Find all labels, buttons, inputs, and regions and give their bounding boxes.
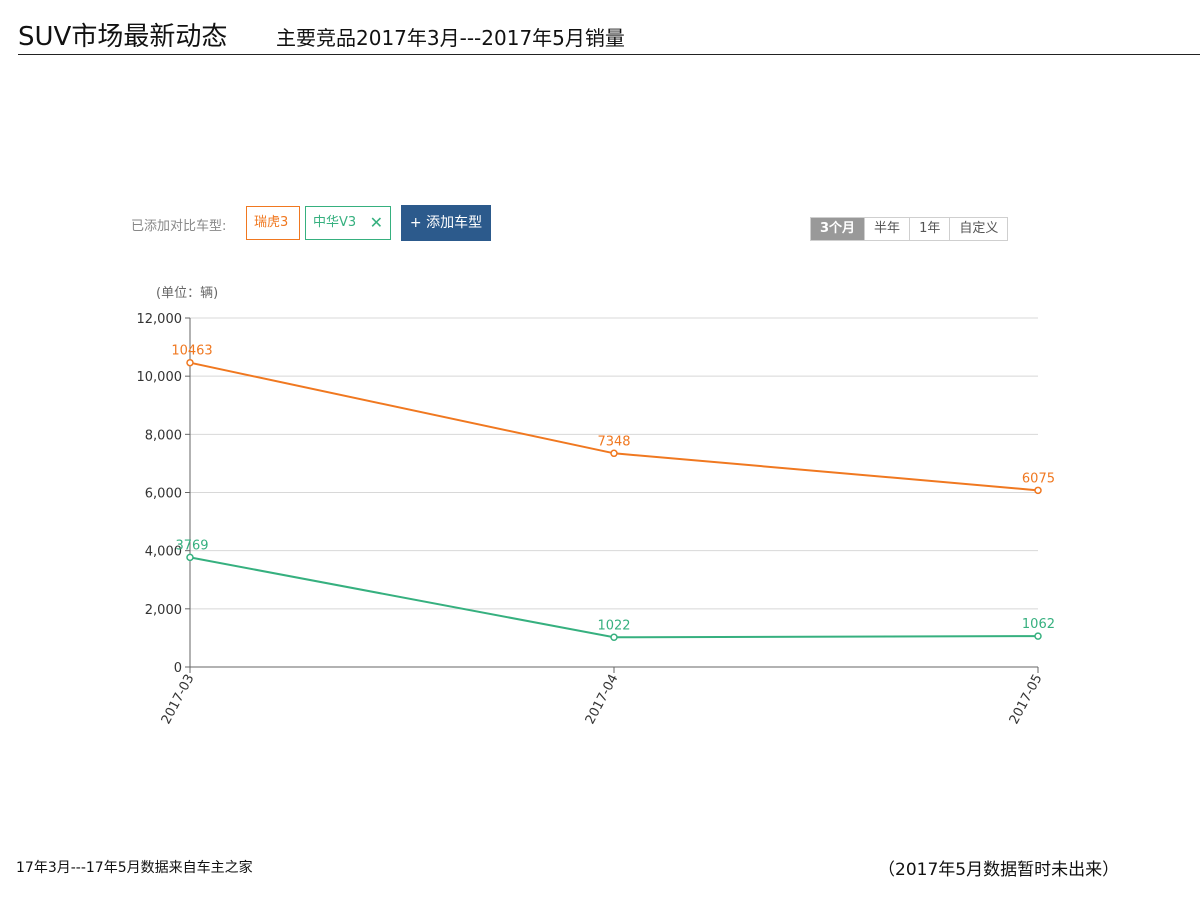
data-point	[186, 553, 194, 562]
tag-ruihu3[interactable]: 瑞虎3	[246, 206, 300, 240]
data-label: 3769	[175, 538, 208, 553]
y-tick-label: 6,000	[145, 487, 182, 502]
data-label: 1022	[597, 618, 630, 633]
data-point	[610, 449, 618, 458]
y-tick-label: 8,000	[145, 428, 182, 443]
y-tick-label: 2,000	[145, 603, 182, 618]
y-tick-label: 12,000	[137, 312, 183, 327]
data-point	[610, 633, 618, 642]
range-custom-button[interactable]: 自定义	[949, 218, 1008, 240]
range-half-year-button[interactable]: 半年	[864, 218, 910, 240]
data-point	[186, 358, 194, 367]
page-title: SUV市场最新动态	[18, 22, 228, 52]
x-tick-label: 2017-03	[159, 672, 198, 727]
tag-zhonghua-v3[interactable]: 中华V3 ✕	[305, 206, 391, 240]
close-icon[interactable]: ✕	[369, 213, 383, 232]
header: SUV市场最新动态 主要竞品2017年3月---2017年5月销量	[18, 14, 1200, 55]
x-tick-label: 2017-05	[1007, 672, 1046, 727]
data-source-note: 17年3月---17年5月数据来自车主之家	[16, 860, 253, 876]
add-model-button[interactable]: + 添加车型	[401, 205, 491, 241]
range-3-months-button[interactable]: 3个月	[811, 218, 865, 240]
data-label: 6075	[1022, 471, 1055, 486]
unit-label: (单位：辆)	[156, 286, 218, 301]
data-missing-note: （2017年5月数据暂时未出来）	[878, 860, 1120, 880]
y-tick-label: 10,000	[137, 370, 183, 385]
data-label: 10463	[171, 344, 212, 359]
data-label: 1062	[1022, 617, 1055, 632]
series-line	[189, 361, 1039, 492]
range-1-year-button[interactable]: 1年	[909, 218, 950, 240]
time-range-selector: 3个月 半年 1年 自定义	[810, 217, 1009, 241]
data-point	[1034, 632, 1042, 640]
page-subtitle: 主要竞品2017年3月---2017年5月销量	[276, 26, 625, 50]
compare-label: 已添加对比车型:	[131, 219, 227, 234]
x-tick-label: 2017-04	[583, 672, 622, 727]
y-tick-label: 4,000	[145, 545, 182, 560]
tag-zhonghua-v3-label: 中华V3	[313, 215, 357, 230]
data-point	[1034, 486, 1042, 495]
y-tick-label: 0	[174, 661, 182, 676]
data-label: 7348	[597, 434, 630, 449]
